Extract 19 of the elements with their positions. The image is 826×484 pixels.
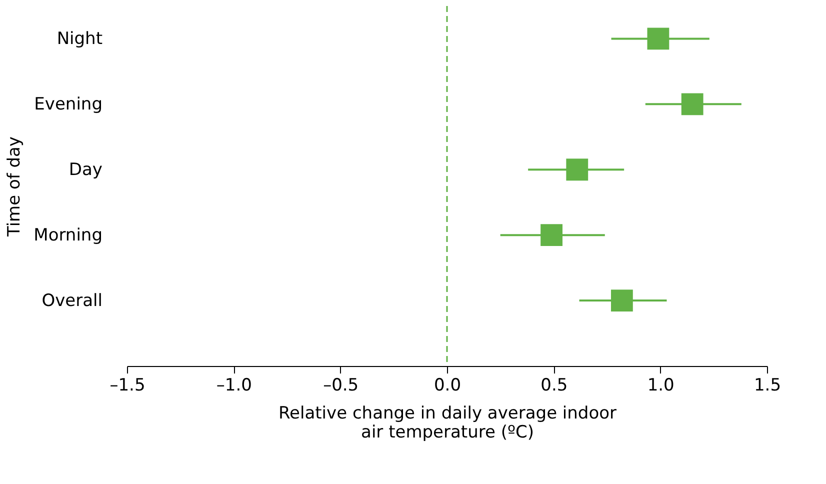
x-axis-title: Relative change in daily average indoor air temperature (ºC) (278, 404, 617, 442)
y-tick-label: Day (68, 160, 102, 180)
point (566, 158, 588, 181)
point (540, 224, 562, 246)
x-tick-label: –0.5 (323, 376, 359, 396)
y-tick-label: Night (56, 29, 103, 50)
x-tick-label: 1.0 (647, 376, 674, 396)
point (681, 93, 704, 116)
y-tick-label: Evening (34, 94, 102, 115)
x-tick-label: –1.5 (110, 376, 146, 396)
x-tick-label: 1.5 (754, 376, 782, 396)
point (647, 28, 670, 50)
y-tick-label: Morning (34, 226, 102, 246)
x-tick-label: –1.0 (216, 376, 252, 396)
point (610, 290, 633, 312)
y-tick-label: Overall (42, 291, 102, 312)
y-axis-title: Time of day (4, 136, 25, 238)
x-tick-label: 0.0 (434, 376, 462, 396)
x-tick-label: 0.5 (540, 376, 568, 396)
